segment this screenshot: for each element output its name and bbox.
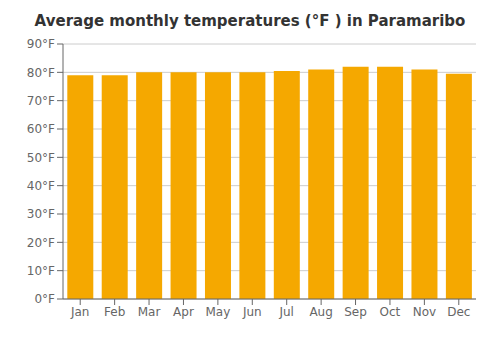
svg-text:0°F: 0°F bbox=[34, 292, 55, 306]
html-text:Average monthly temperatures (: Average monthly temperatures (°F ) in Pa… bbox=[34, 12, 466, 30]
svg-text:10°F: 10°F bbox=[27, 264, 55, 278]
svg-text:May: May bbox=[205, 305, 230, 319]
svg-text:60°F: 60°F bbox=[27, 122, 55, 136]
svg-text:90°F: 90°F bbox=[27, 37, 55, 51]
svg-text:Apr: Apr bbox=[173, 305, 194, 319]
svg-text:Mar: Mar bbox=[138, 305, 161, 319]
svg-text:Dec: Dec bbox=[447, 305, 470, 319]
svg-text:Sep: Sep bbox=[344, 305, 367, 319]
svg-text:Jan: Jan bbox=[70, 305, 90, 319]
svg-text:20°F: 20°F bbox=[27, 236, 55, 250]
svg-text:40°F: 40°F bbox=[27, 179, 55, 193]
svg-text:Jul: Jul bbox=[278, 305, 293, 319]
svg-text:Aug: Aug bbox=[309, 305, 332, 319]
svg-text:50°F: 50°F bbox=[27, 151, 55, 165]
svg-text:Nov: Nov bbox=[413, 305, 436, 319]
svg-text:70°F: 70°F bbox=[27, 94, 55, 108]
svg-text:Oct: Oct bbox=[380, 305, 401, 319]
svg-text:Jun: Jun bbox=[242, 305, 262, 319]
svg-text:30°F: 30°F bbox=[27, 207, 55, 221]
svg-text:Feb: Feb bbox=[104, 305, 125, 319]
svg-text:80°F: 80°F bbox=[27, 66, 55, 80]
